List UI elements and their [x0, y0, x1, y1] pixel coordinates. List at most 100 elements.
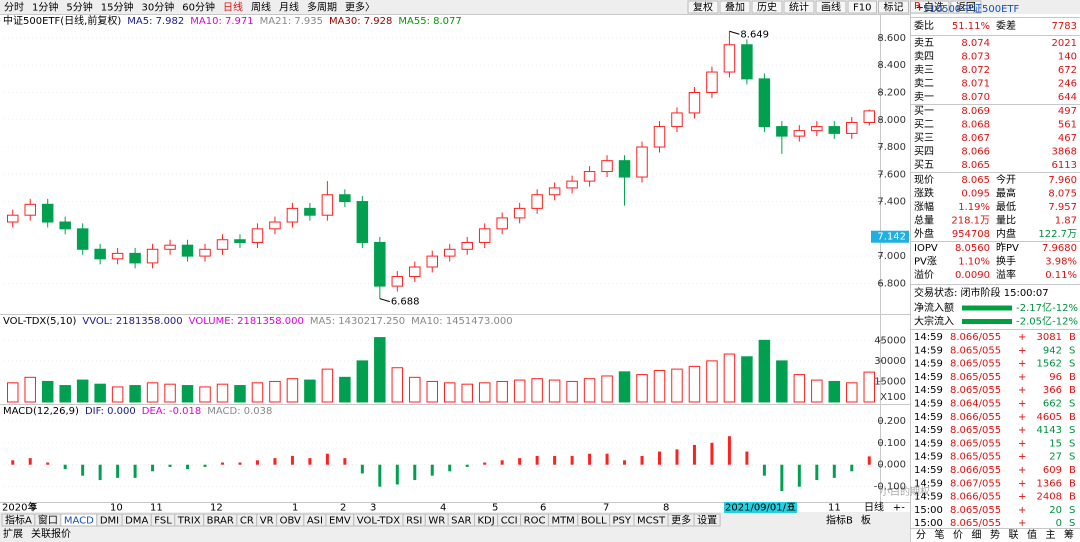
toolbar-button[interactable] — [950, 0, 982, 14]
level-volume: 672 — [1058, 65, 1077, 76]
trade-price: 8.066/055 — [950, 332, 1001, 343]
volume-bar — [601, 375, 613, 403]
trade-price: 8.065/055 — [950, 359, 1001, 370]
indicator-tab-label[interactable]: WR — [428, 516, 445, 527]
indicator-tab-label[interactable]: 板 — [861, 514, 871, 527]
toolbar-button[interactable] — [783, 0, 815, 14]
indicator-tab-label[interactable]: 设置 — [697, 515, 717, 527]
toolbar-button-label[interactable]: F10 — [853, 3, 871, 14]
y-tick-label: 6.800 — [877, 278, 906, 289]
indicator-tab-label[interactable]: BOLL — [581, 516, 607, 527]
trade-time: 14:59 — [914, 345, 943, 356]
toolbar-button-label[interactable]: 标记 — [883, 2, 903, 14]
indicator-tab-label[interactable]: BRAR — [207, 516, 234, 527]
toolbar-button-label[interactable]: 统计 — [789, 1, 809, 14]
indicator-tab-label[interactable]: 指标A — [5, 514, 32, 527]
indicator-tab-label[interactable]: FSL — [154, 516, 172, 527]
panel-tab[interactable]: 筹 — [1064, 528, 1074, 541]
indicator-tab-label[interactable]: KDJ — [477, 516, 494, 527]
panel-tab[interactable]: 价 — [953, 529, 963, 541]
indicator-tab-label[interactable]: TRIX — [177, 516, 201, 527]
unit-label: X100 — [880, 392, 906, 403]
indicator-tab-label[interactable]: EMV — [329, 516, 351, 527]
volume-bar — [443, 382, 456, 403]
toolbar-button-label[interactable]: 复权 — [693, 1, 713, 14]
toolbar-button[interactable] — [719, 0, 751, 14]
toolbar-button[interactable] — [847, 0, 877, 14]
candle-body — [531, 194, 543, 209]
indicator-tab-label[interactable]: 窗口 — [38, 514, 58, 527]
candle-body — [426, 255, 439, 268]
trade-price: 8.065/055 — [950, 385, 1001, 396]
indicator-tab-label[interactable]: 指标B — [826, 514, 853, 527]
indicator-tab-label[interactable]: CCI — [501, 516, 518, 527]
volume-bar — [846, 382, 858, 403]
indicator-tab-label[interactable]: ROC — [524, 516, 546, 527]
panel-tab[interactable]: 笔 — [935, 528, 945, 541]
period-tab[interactable]: 60分钟 — [182, 1, 215, 14]
x-control[interactable]: + — [893, 503, 901, 514]
panel-tab[interactable]: 值 — [1027, 528, 1037, 541]
candle-body — [723, 44, 736, 73]
level-volume: 3868 — [1052, 147, 1077, 158]
volume-bar — [339, 376, 351, 403]
period-tab[interactable]: 1分钟 — [32, 1, 58, 14]
panel-tab[interactable]: 联 — [1009, 529, 1019, 541]
toolbar-button-label[interactable]: 返回 — [956, 2, 976, 14]
trade-volume: 15 — [1049, 438, 1062, 449]
indicator-tab-label[interactable]: VOL-TDX — [357, 516, 400, 527]
low-annotation: 6.688 — [391, 297, 420, 308]
indicator-tab-label[interactable]: CR — [240, 516, 254, 527]
panel-tab[interactable]: 细 — [972, 528, 982, 541]
indicator-tab-label[interactable]: SAR — [451, 516, 471, 527]
period-tab[interactable]: 5分钟 — [66, 1, 92, 14]
extension-tab[interactable]: 关联报价 — [31, 527, 71, 540]
toolbar-button[interactable] — [687, 0, 719, 14]
toolbar-button-label[interactable]: 历史 — [757, 2, 777, 14]
indicator-tab-label[interactable]: OBV — [280, 516, 301, 527]
panel-tab[interactable]: 分 — [916, 529, 926, 541]
indicator-tab-label[interactable]: DMA — [125, 516, 148, 527]
toolbar-button-label[interactable]: 叠加 — [725, 2, 745, 14]
trade-side: B — [1069, 385, 1076, 396]
period-tab[interactable]: 更多〉 — [345, 1, 375, 14]
toolbar-button-label[interactable]: +自选 — [915, 1, 943, 14]
indicator-tab-label[interactable]: MTM — [551, 516, 574, 527]
indicator-tab-label[interactable]: PSY — [613, 516, 632, 527]
period-tab[interactable]: 日线 — [223, 1, 243, 14]
candle-body — [601, 160, 613, 173]
indicator-tab-label[interactable]: RSI — [406, 516, 422, 527]
period-tab[interactable]: 周线 — [251, 1, 271, 14]
y-tick-label: 8.000 — [877, 115, 906, 126]
indicator-tab[interactable] — [693, 513, 721, 527]
period-tab[interactable]: 月线 — [279, 1, 299, 14]
indicator-tab-label[interactable]: VR — [260, 516, 274, 527]
period-tab[interactable]: 30分钟 — [141, 1, 174, 14]
period-tab[interactable]: 多周期 — [307, 1, 337, 14]
indicator-tab-label[interactable]: ASI — [307, 516, 323, 527]
x-control[interactable]: 日线 — [864, 501, 884, 514]
trade-status: 交易状态: 闭市阶段 15:00:07 — [914, 286, 1049, 299]
indicator-tab-label[interactable]: MACD — [64, 516, 94, 527]
panel-tab[interactable]: 主 — [1046, 529, 1056, 541]
toolbar-button[interactable] — [877, 0, 909, 14]
period-tab[interactable]: 15分钟 — [101, 1, 134, 14]
panel-tab[interactable]: 势 — [990, 528, 1000, 541]
toolbar-button[interactable] — [909, 0, 950, 14]
x-label: 12 — [210, 503, 223, 514]
field-label: 总量 — [914, 214, 934, 227]
toolbar-button[interactable] — [815, 0, 847, 14]
period-tab[interactable]: 分时 — [4, 2, 24, 14]
trade-sign: + — [1018, 372, 1026, 383]
indicator-tab-label[interactable]: MCST — [637, 516, 666, 527]
volume-bar — [304, 379, 316, 403]
indicator: MA10: 7.971 — [190, 16, 253, 27]
level-price: 8.072 — [961, 65, 990, 76]
x-control[interactable]: - — [901, 503, 905, 514]
extension-tab[interactable]: 扩展 — [3, 527, 23, 540]
trade-volume: 4605 — [1037, 412, 1062, 423]
indicator-tab-label[interactable]: DMI — [100, 516, 119, 527]
indicator-tab-label[interactable]: 更多 — [671, 514, 691, 527]
toolbar-button-label[interactable]: 画线 — [821, 1, 841, 14]
toolbar-button[interactable] — [751, 0, 783, 14]
